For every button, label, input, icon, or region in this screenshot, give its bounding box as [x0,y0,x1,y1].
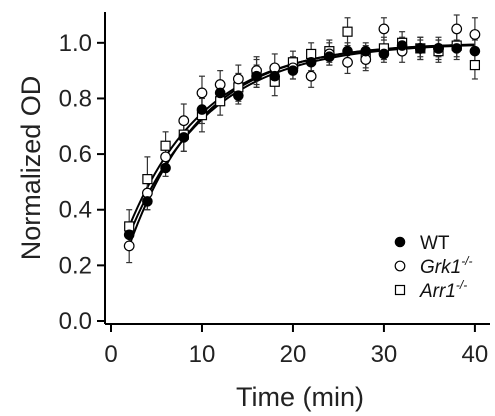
data-point [396,40,408,51]
data-point [305,56,317,68]
x-tick-label: 40 [462,341,489,368]
data-point [233,90,244,101]
data-point [178,132,190,143]
data-point [160,151,171,163]
data-point [342,45,353,57]
data-point [142,196,153,207]
data-point [123,229,135,241]
data-point [469,29,481,40]
fit-curve [128,43,475,247]
data-point [360,45,372,57]
y-tick-label: 0.4 [59,197,92,224]
legend-label: WT [420,233,450,254]
data-point [196,104,208,115]
data-point [305,70,317,82]
data-point [378,48,390,60]
x-tick-label: 0 [104,341,117,368]
legend-label: Arr1-/- [419,278,467,302]
data-point [469,45,481,57]
data-point [451,23,463,35]
y-tick-label: 0.8 [59,85,92,112]
x-tick-label: 10 [189,341,216,368]
data-point [378,23,390,35]
data-point [451,43,463,54]
data-point [196,87,208,99]
y-tick-label: 0.2 [59,252,92,279]
ticks: 0.0 0.2 0.4 0.6 0.8 1.0 0 10 20 30 40 [59,30,489,368]
y-axis-title: Normalized OD [16,76,46,261]
data-point [251,70,262,82]
data-point [232,73,244,85]
legend-marker [394,236,406,248]
y-tick-label: 1.0 [59,30,92,57]
data-point [433,43,444,54]
data-point [142,174,153,185]
x-tick-label: 20 [280,341,307,368]
data-point [324,51,335,63]
data-point [469,59,481,71]
x-axis-title: Time (min) [236,382,364,412]
axes [104,12,490,325]
data-point [342,56,353,68]
data-markers [123,23,481,252]
data-point [287,65,299,76]
y-tick-label: 0.6 [59,141,92,168]
data-point [342,26,353,37]
data-point [269,70,281,82]
data-point [415,43,426,54]
data-point [160,162,171,174]
data-point [178,115,190,127]
fit-curves [128,43,475,247]
legend-marker [394,284,406,296]
y-tick-label: 0.0 [59,308,92,335]
data-point [160,140,171,151]
data-point [214,87,226,99]
legend-label: Grk1-/- [420,254,473,278]
legend-marker [394,260,406,272]
data-point [123,240,135,252]
x-tick-label: 30 [371,341,398,368]
